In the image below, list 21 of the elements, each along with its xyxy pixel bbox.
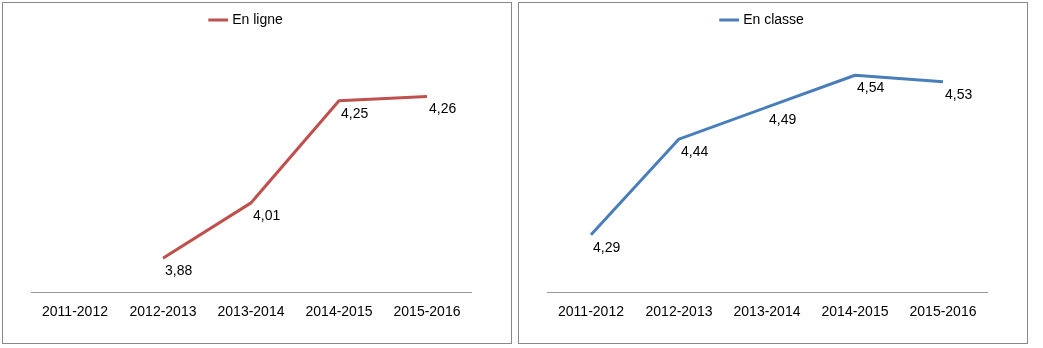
x-tick-label: 2012-2013 (129, 303, 197, 320)
x-tick-label: 2012-2013 (645, 303, 713, 320)
data-label: 4,01 (253, 206, 281, 223)
x-tick-label: 2015-2016 (393, 303, 461, 320)
x-tick-label: 2015-2016 (909, 303, 977, 320)
data-label: 4,49 (769, 111, 797, 128)
x-tick-label: 2014-2015 (305, 303, 373, 320)
x-tick-label: 2014-2015 (821, 303, 889, 320)
legend-label: En classe (743, 10, 805, 27)
x-tick-label: 2013-2014 (217, 303, 285, 320)
data-label: 4,26 (429, 100, 457, 117)
data-label: 4,54 (857, 79, 885, 96)
legend-label: En ligne (232, 10, 284, 27)
data-label: 4,29 (593, 238, 621, 255)
x-tick-label: 2013-2014 (733, 303, 801, 320)
x-tick-label: 2011-2012 (558, 303, 625, 320)
data-label: 4,44 (681, 142, 709, 159)
data-label: 4,53 (945, 85, 973, 102)
x-tick-label: 2011-2012 (42, 303, 109, 320)
data-label: 3,88 (165, 262, 193, 279)
data-label: 4,25 (341, 104, 369, 121)
